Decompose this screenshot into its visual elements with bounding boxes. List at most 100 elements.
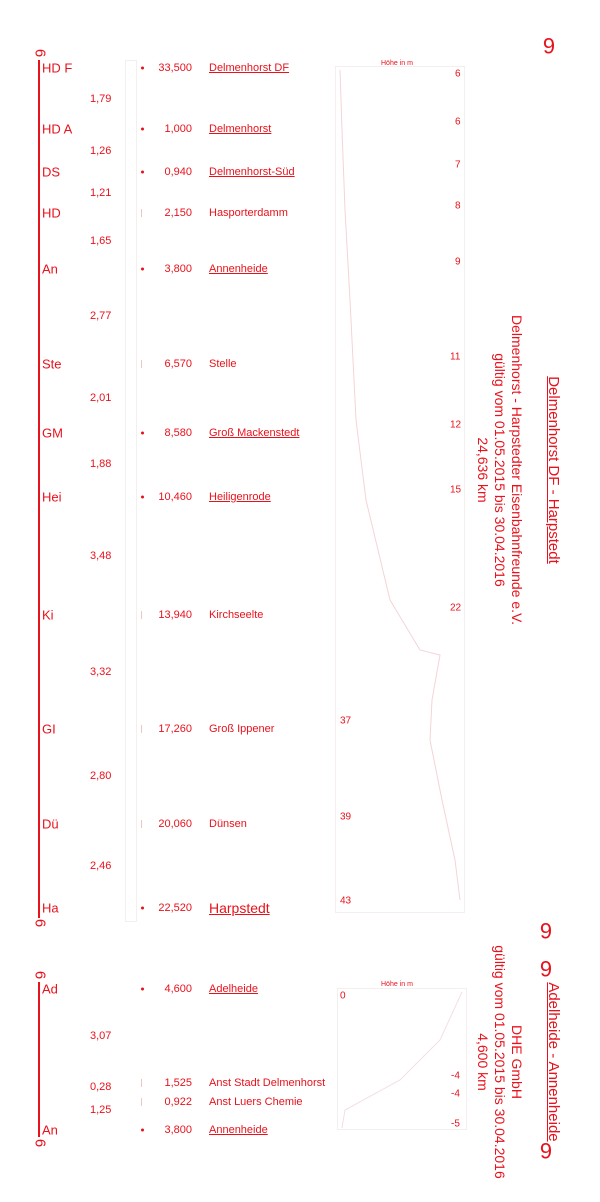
route-line-1 bbox=[38, 60, 40, 918]
validity: gültig vom 01.05.2015 bis 30.04.2016 bbox=[492, 945, 508, 1179]
station-elevation: -5 bbox=[451, 1118, 460, 1130]
station-abbreviation: Ha bbox=[42, 900, 59, 916]
station-abbreviation: HD bbox=[42, 205, 61, 221]
station-abbreviation: HD A bbox=[42, 121, 73, 137]
station-name: Hasporterdamm bbox=[209, 207, 288, 219]
route-title[interactable]: Delmenhorst DF - Harpstedt bbox=[545, 376, 562, 564]
station-km: 10,460 bbox=[158, 491, 192, 503]
segment-distance: 0,28 bbox=[90, 1081, 112, 1093]
station-km: 22,520 bbox=[158, 902, 192, 914]
station-tick-icon bbox=[141, 725, 142, 733]
station-elevation: 37 bbox=[340, 715, 352, 727]
station-abbreviation: Ste bbox=[42, 356, 62, 372]
station-name[interactable]: Groß Mackenstedt bbox=[209, 427, 300, 439]
station-elevation: 0 bbox=[340, 990, 346, 1002]
station-elevation: 6 bbox=[455, 116, 461, 128]
segment-distance: 1,79 bbox=[90, 93, 112, 105]
station-tick-icon bbox=[141, 360, 142, 368]
station-dot-icon bbox=[141, 267, 144, 271]
station-elevation: 15 bbox=[450, 484, 462, 496]
station-elevation: 43 bbox=[340, 895, 352, 907]
station-abbreviation: Dü bbox=[42, 816, 59, 832]
station-abbreviation: GI bbox=[42, 721, 56, 737]
station-abbreviation: An bbox=[42, 1122, 58, 1138]
route-title[interactable]: Adelheide - Annenheide bbox=[545, 982, 562, 1142]
station-name: Kirchseelte bbox=[209, 609, 264, 621]
station-dot-icon bbox=[141, 170, 144, 174]
station-name: Dünsen bbox=[209, 818, 247, 830]
route-marker-icon: 6 bbox=[539, 918, 553, 943]
station-tick-icon bbox=[141, 820, 142, 828]
elevation-frame-2 bbox=[337, 988, 467, 1130]
route-marker-icon: 6 bbox=[31, 1138, 49, 1148]
station-abbreviation: HD F bbox=[42, 60, 73, 76]
route-marker-icon: 6 bbox=[31, 970, 49, 980]
station-name: Stelle bbox=[209, 358, 237, 370]
station-km: 13,940 bbox=[158, 609, 192, 621]
station-name[interactable]: Delmenhorst DF bbox=[209, 62, 290, 74]
route-line-2 bbox=[38, 982, 40, 1137]
station-name[interactable]: Annenheide bbox=[209, 263, 268, 275]
station-tick-icon bbox=[141, 1098, 142, 1106]
station-elevation: -4 bbox=[451, 1088, 460, 1100]
station-elevation: 8 bbox=[455, 200, 461, 212]
station-km: 3,800 bbox=[164, 263, 192, 275]
elevation-profile-2 bbox=[341, 991, 463, 1129]
station-dot-icon bbox=[141, 495, 144, 499]
segment-distance: 2,77 bbox=[90, 310, 112, 322]
segment-distance: 1,65 bbox=[90, 235, 112, 247]
station-km: 17,260 bbox=[158, 723, 192, 735]
station-abbreviation: GM bbox=[42, 425, 63, 441]
station-abbreviation: An bbox=[42, 261, 58, 277]
operator: DHE GmbH bbox=[509, 1025, 525, 1099]
validity: gültig vom 01.05.2015 bis 30.04.2016 bbox=[492, 353, 508, 587]
station-elevation: 11 bbox=[450, 351, 461, 363]
station-dot-icon bbox=[141, 987, 144, 991]
operator: Delmenhorst - Harpstedter Eisenbahnfreun… bbox=[509, 315, 525, 625]
route-marker-icon: 6 bbox=[31, 48, 49, 58]
station-km: 1,525 bbox=[164, 1077, 192, 1089]
station-dot-icon bbox=[141, 431, 144, 435]
elevation-profile-1 bbox=[339, 69, 461, 901]
route-1-title-block: Delmenhorst DF - Harpstedt Delmenhorst -… bbox=[474, 315, 562, 625]
station-elevation: 9 bbox=[455, 256, 461, 268]
station-name[interactable]: Harpstedt bbox=[209, 900, 270, 916]
station-tick-icon bbox=[141, 611, 142, 619]
station-km: 8,580 bbox=[164, 427, 192, 439]
station-tick-icon bbox=[141, 209, 142, 217]
station-name[interactable]: Heiligenrode bbox=[209, 491, 271, 503]
station-abbreviation: Hei bbox=[42, 489, 62, 505]
station-elevation: 12 bbox=[450, 419, 462, 431]
segment-distance: 1,25 bbox=[90, 1104, 112, 1116]
station-km: 1,000 bbox=[164, 123, 192, 135]
station-name[interactable]: Adelheide bbox=[209, 983, 258, 995]
station-km: 0,922 bbox=[164, 1096, 192, 1108]
segment-distance: 2,80 bbox=[90, 770, 112, 782]
station-name[interactable]: Annenheide bbox=[209, 1124, 268, 1136]
route-length: 24,636 km bbox=[475, 437, 491, 503]
segment-distance: 2,01 bbox=[90, 392, 112, 404]
station-km: 4,600 bbox=[164, 983, 192, 995]
station-name[interactable]: Delmenhorst bbox=[209, 123, 272, 135]
route-marker-icon: 6 bbox=[542, 33, 556, 58]
station-abbreviation: Ad bbox=[42, 981, 58, 997]
station-km: 20,060 bbox=[158, 818, 192, 830]
route-length: 4,600 km bbox=[475, 1033, 491, 1091]
segment-distance: 1,88 bbox=[90, 458, 112, 470]
station-dot-icon bbox=[141, 1128, 144, 1132]
station-km: 0,940 bbox=[164, 166, 192, 178]
segment-distance: 1,26 bbox=[90, 145, 112, 157]
station-name[interactable]: Delmenhorst-Süd bbox=[209, 166, 295, 178]
station-elevation: 6 bbox=[455, 68, 461, 80]
elevation-label: Höhe in m bbox=[381, 60, 413, 67]
station-abbreviation: DS bbox=[42, 164, 61, 180]
station-km: 2,150 bbox=[164, 207, 192, 219]
station-elevation: 7 bbox=[455, 159, 461, 171]
station-dot-icon bbox=[141, 127, 144, 131]
elevation-label: Höhe in m bbox=[381, 981, 413, 988]
grid-column bbox=[125, 60, 137, 922]
route-marker-icon: 6 bbox=[31, 918, 49, 928]
route-2-title-block: Adelheide - Annenheide DHE GmbH gültig v… bbox=[474, 945, 562, 1179]
station-name: Anst Luers Chemie bbox=[209, 1096, 303, 1108]
